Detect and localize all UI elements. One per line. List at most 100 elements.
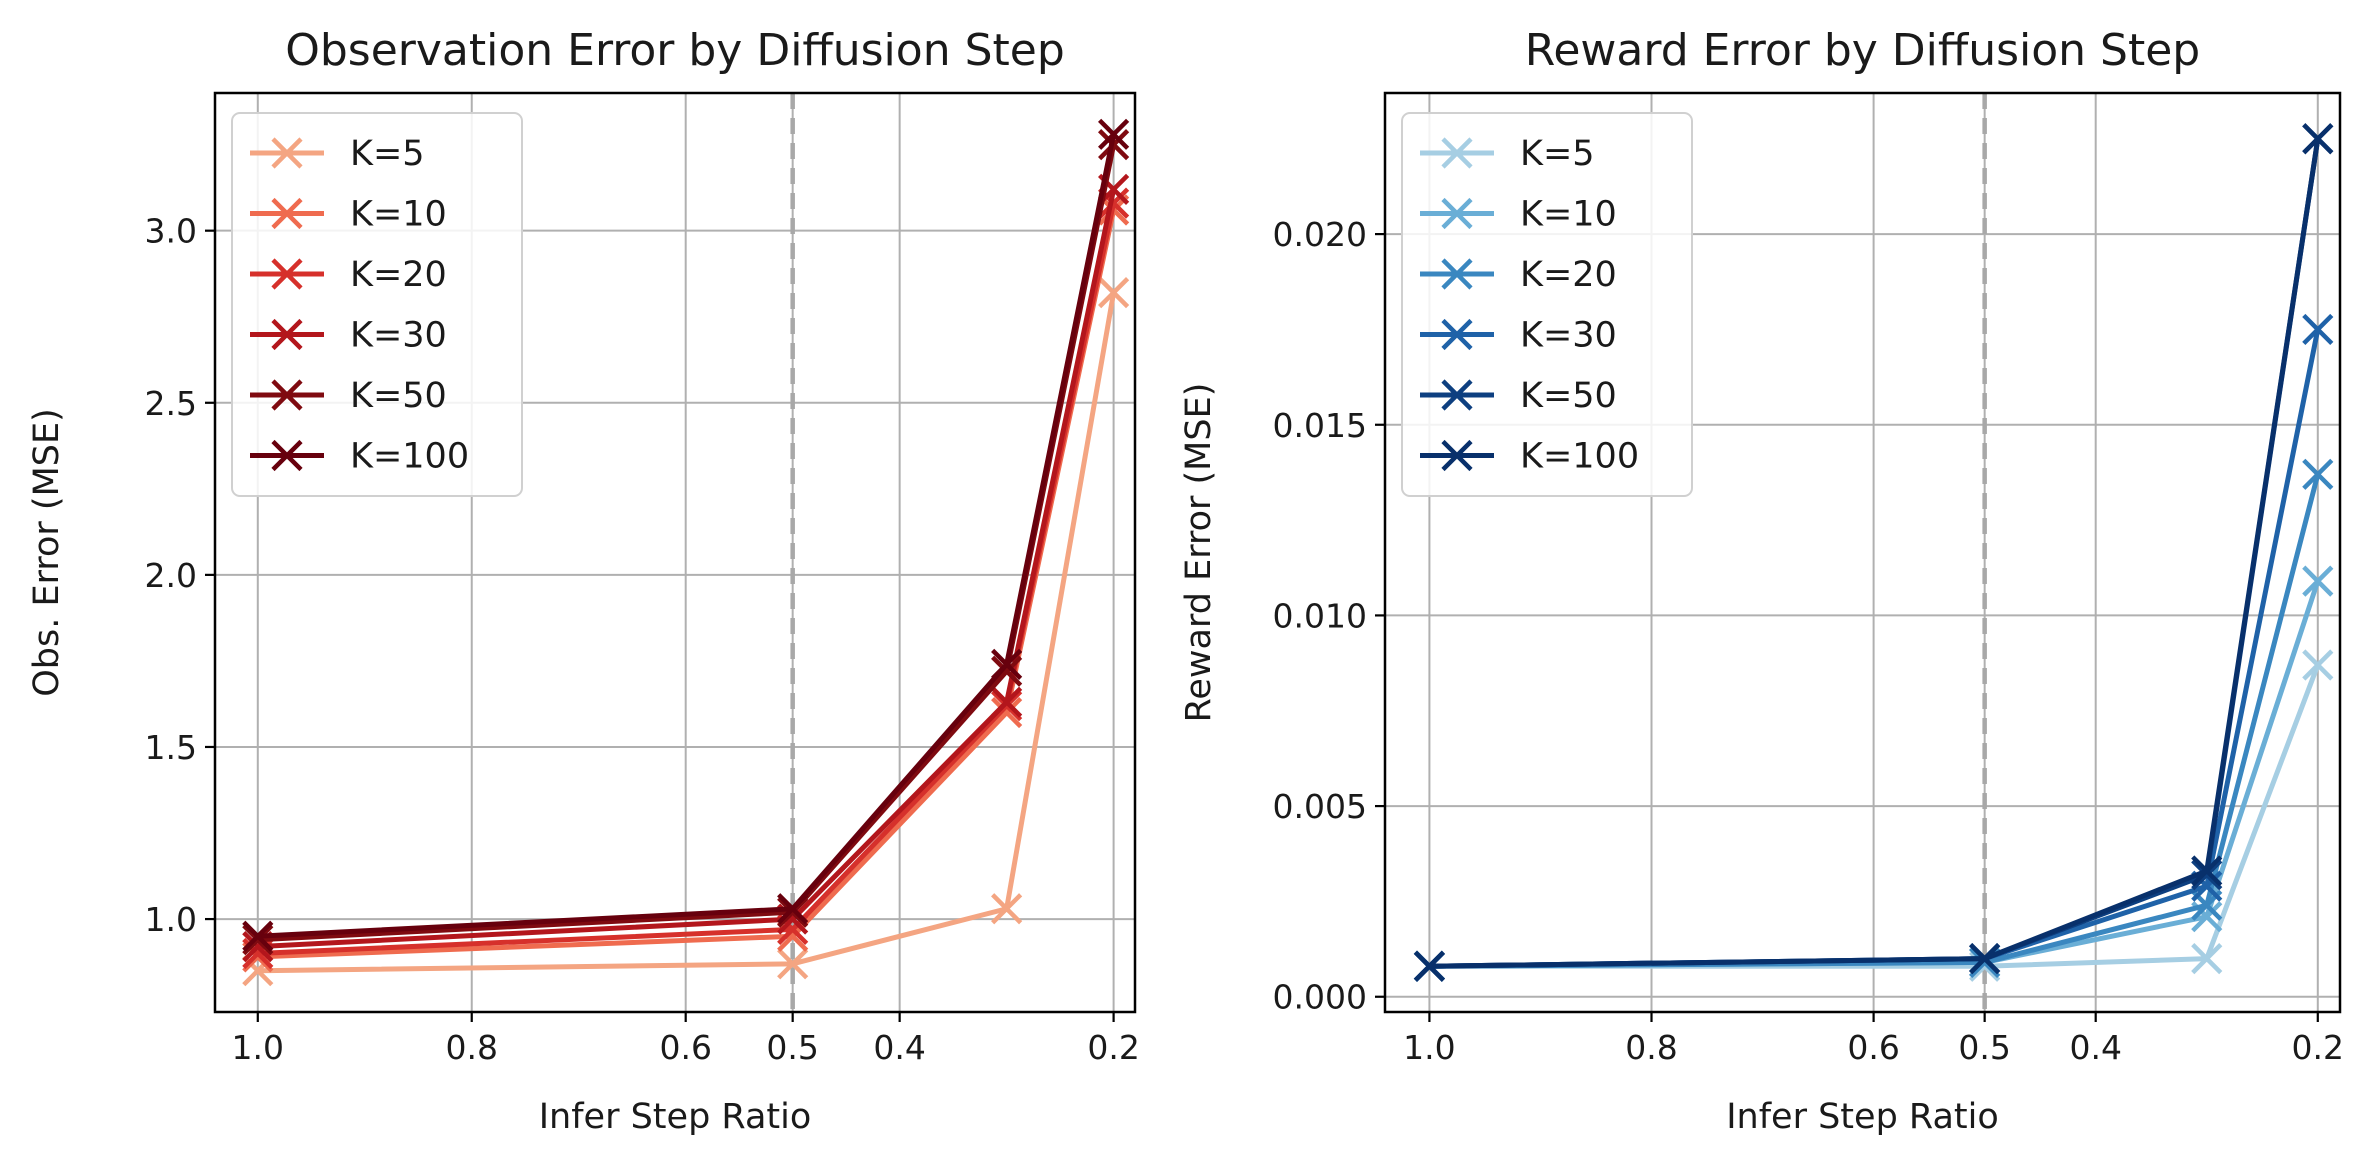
chart-title: Reward Error by Diffusion Step (1525, 25, 2200, 76)
legend-label: K=10 (1520, 195, 1617, 235)
x-tick-label: 0.5 (1958, 1028, 2010, 1067)
legend-item: K=30 (250, 316, 447, 356)
legend: K=5 K=10 K=20 K=30 K=50 K=100 (1401, 112, 1693, 497)
data-point-marker (991, 893, 1023, 925)
legend-item: K=20 (1420, 255, 1617, 295)
observation-error-chart: 1.0 0.8 0.6 0.5 0.4 0.2 1.0 1.5 2.0 2.5 3.0 Observa… (27, 25, 1140, 1137)
data-point-marker (2191, 859, 2223, 891)
legend-marker (1441, 197, 1473, 230)
legend-item: K=50 (250, 376, 447, 416)
legend-item: K=20 (250, 255, 447, 295)
legend-label: K=30 (1520, 316, 1617, 356)
data-point-marker (1098, 118, 1130, 150)
y-tick-label: 2.0 (145, 556, 197, 595)
data-point-marker (1413, 950, 1446, 982)
x-tick-label: 1.0 (232, 1028, 284, 1067)
y-tick-label: 1.0 (145, 900, 197, 939)
data-point-marker (2302, 313, 2334, 346)
x-tick-label: 0.5 (766, 1028, 818, 1067)
data-point-marker (2302, 123, 2334, 155)
series-k30 (242, 173, 1130, 963)
x-tick-label: 0.8 (1625, 1028, 1677, 1067)
series-k100 (242, 118, 1130, 952)
legend-marker (271, 379, 303, 411)
data-point-marker (2302, 458, 2334, 490)
x-tick-label: 1.0 (1403, 1028, 1455, 1067)
legend-item: K=100 (1420, 437, 1639, 477)
reward-error-chart: 1.0 0.8 0.6 0.5 0.4 0.2 0.000 0.005 0.010 0.015 0.… (1179, 25, 2344, 1137)
series-k100 (1413, 123, 2334, 982)
y-tick-label: 0.015 (1273, 406, 1367, 445)
x-axis-label: Infer Step Ratio (539, 1097, 812, 1137)
data-point-marker (777, 948, 809, 980)
legend-item: K=30 (1420, 316, 1617, 356)
legend-item: K=100 (250, 437, 469, 477)
x-tick-label: 0.2 (2292, 1028, 2344, 1067)
legend-item: K=50 (1420, 376, 1617, 416)
x-tick-label: 0.4 (873, 1028, 925, 1067)
legend-box (1401, 112, 1693, 497)
legend-label: K=50 (1520, 376, 1617, 416)
legend-label: K=5 (350, 134, 425, 174)
legend-item: K=10 (250, 195, 447, 235)
series-line (1429, 138, 2321, 969)
y-tick-label: 0.000 (1273, 978, 1367, 1017)
legend-item: K=10 (1420, 195, 1617, 235)
data-point-marker (991, 696, 1023, 729)
data-point-marker (1098, 277, 1130, 309)
legend-label: K=50 (350, 376, 447, 416)
y-axis-label: Obs. Error (MSE) (27, 408, 67, 697)
x-tick-label: 0.8 (446, 1028, 498, 1067)
x-tick-label: 0.2 (1087, 1028, 1139, 1067)
data-point-marker (777, 893, 809, 925)
legend-marker (1441, 379, 1473, 411)
x-tick-label: 0.6 (659, 1028, 711, 1067)
legend-label: K=20 (350, 255, 447, 295)
legend-marker (1441, 258, 1473, 290)
plot-frame (213, 91, 1137, 1014)
legend-marker (271, 137, 303, 169)
legend-marker (271, 197, 303, 230)
data-point-marker (1969, 943, 2001, 975)
data-point-marker (2302, 565, 2334, 597)
x-tick-label: 0.4 (2069, 1028, 2121, 1067)
data-point-marker (991, 686, 1023, 718)
legend-label: K=100 (350, 437, 469, 477)
data-point-marker (2191, 855, 2223, 887)
x-axis-label: Infer Step Ratio (1726, 1097, 1999, 1137)
series-line (257, 292, 1117, 974)
data-point-marker (991, 648, 1023, 680)
legend-marker (271, 439, 303, 472)
series-line (257, 133, 1117, 939)
y-axis-label: Reward Error (MSE) (1179, 383, 1219, 723)
series-line (257, 188, 1117, 950)
plot-frame (1383, 91, 2342, 1014)
legend-marker (1441, 439, 1473, 472)
series-k5 (242, 277, 1130, 987)
data-point-marker (777, 896, 809, 928)
legend-box (231, 112, 523, 497)
data-point-marker (2191, 943, 2223, 975)
data-point-marker (991, 655, 1023, 687)
data-point-marker (242, 924, 274, 956)
legend-label: K=30 (350, 316, 447, 356)
legend-label: K=100 (1520, 437, 1639, 477)
legend-item: K=5 (250, 134, 425, 174)
legend-label: K=20 (1520, 255, 1617, 295)
legend-label: K=10 (350, 195, 447, 235)
legend-marker (1441, 318, 1473, 351)
x-tick-label: 0.6 (1847, 1028, 1899, 1067)
legend-item: K=5 (1420, 134, 1595, 174)
chart-title: Observation Error by Diffusion Step (285, 25, 1065, 76)
y-tick-label: 3.0 (145, 212, 197, 251)
data-point-marker (2302, 649, 2334, 681)
y-tick-label: 0.005 (1273, 787, 1367, 826)
y-tick-label: 2.5 (145, 384, 197, 423)
y-tick-label: 0.020 (1273, 215, 1367, 254)
legend-marker (271, 318, 303, 351)
legend-marker (271, 258, 303, 290)
data-point-marker (242, 920, 274, 952)
legend: K=5 K=10 K=20 K=30 K=50 K=100 (231, 112, 523, 497)
y-tick-label: 0.010 (1273, 596, 1367, 635)
